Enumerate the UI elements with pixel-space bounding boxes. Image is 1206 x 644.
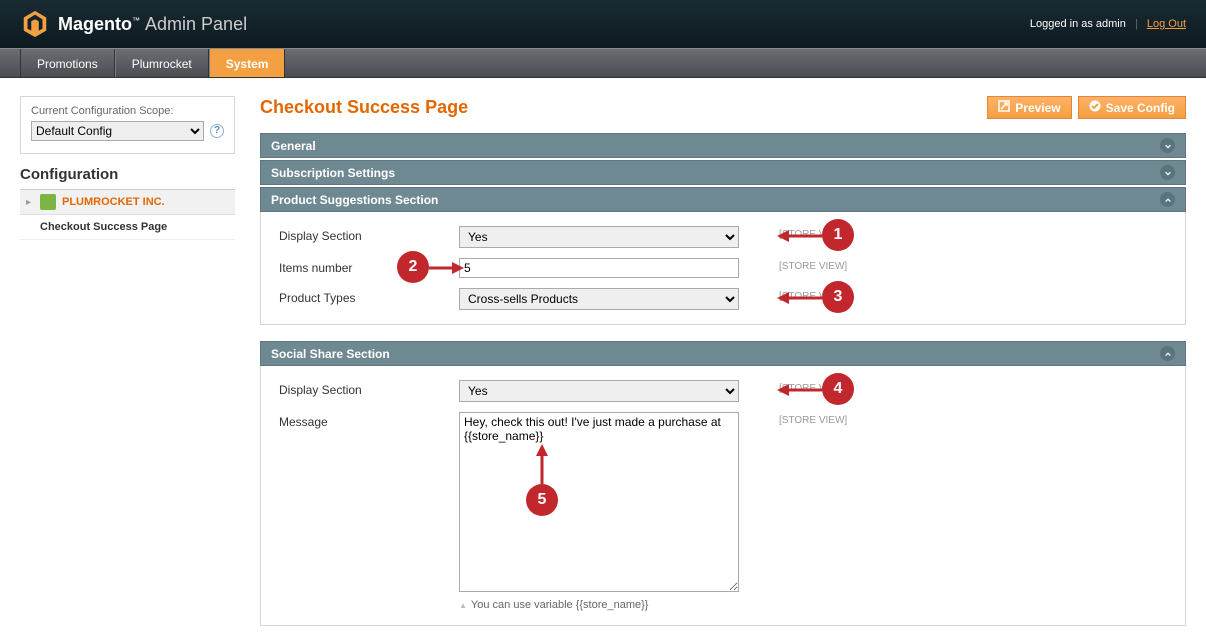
- logged-in-text: Logged in as admin: [1030, 18, 1126, 30]
- logo: Magento™ Admin Panel: [20, 9, 247, 39]
- section-product-suggestions[interactable]: Product Suggestions Section: [260, 187, 1186, 212]
- social-display-select[interactable]: Yes: [459, 380, 739, 402]
- arrow-icon: [777, 290, 822, 306]
- scope-hint: [STORE VIEW]: [779, 258, 847, 272]
- scope-hint: [STORE VIEW]: [779, 412, 847, 426]
- chevron-down-icon: [1160, 165, 1175, 180]
- group-name: PLUMROCKET INC.: [62, 196, 165, 208]
- arrow-icon: [777, 228, 822, 244]
- message-textarea[interactable]: Hey, check this out! I've just made a pu…: [459, 412, 739, 592]
- product-types-select[interactable]: Cross-sells Products: [459, 288, 739, 310]
- social-display-label: Display Section: [279, 380, 459, 397]
- display-section-select[interactable]: Yes: [459, 226, 739, 248]
- social-share-body: Display Section Yes [STORE VIEW] 4 Messa…: [260, 366, 1186, 626]
- section-general[interactable]: General: [260, 133, 1186, 158]
- main-content: Checkout Success Page Preview Save Confi…: [260, 96, 1186, 626]
- header-right: Logged in as admin | Log Out: [1030, 18, 1186, 30]
- product-types-label: Product Types: [279, 288, 459, 305]
- logout-link[interactable]: Log Out: [1147, 18, 1186, 30]
- save-config-button[interactable]: Save Config: [1078, 96, 1186, 119]
- chevron-down-icon: [1160, 138, 1175, 153]
- items-number-input[interactable]: [459, 258, 739, 278]
- sidebar: Current Configuration Scope: Default Con…: [20, 96, 235, 626]
- arrow-icon: [429, 260, 464, 276]
- chevron-up-icon: [1160, 192, 1175, 207]
- display-section-label: Display Section: [279, 226, 459, 243]
- section-subscription[interactable]: Subscription Settings: [260, 160, 1186, 185]
- scope-box: Current Configuration Scope: Default Con…: [20, 96, 235, 154]
- preview-button[interactable]: Preview: [987, 96, 1071, 119]
- nav-plumrocket[interactable]: Plumrocket: [115, 49, 209, 77]
- page-title: Checkout Success Page: [260, 97, 468, 118]
- admin-header: Magento™ Admin Panel Logged in as admin …: [0, 0, 1206, 48]
- magento-icon: [20, 9, 50, 39]
- check-icon: [1089, 100, 1101, 115]
- chevron-up-icon: [1160, 346, 1175, 361]
- scope-select[interactable]: Default Config: [31, 121, 204, 141]
- config-title: Configuration: [20, 166, 235, 190]
- callout-1: 1: [822, 219, 854, 251]
- config-link-checkout[interactable]: Checkout Success Page: [20, 215, 235, 240]
- callout-3: 3: [822, 281, 854, 313]
- help-icon[interactable]: ?: [210, 124, 224, 138]
- section-social-share[interactable]: Social Share Section: [260, 341, 1186, 366]
- nav-promotions[interactable]: Promotions: [20, 49, 115, 77]
- config-group-plumrocket[interactable]: PLUMROCKET INC.: [20, 190, 235, 215]
- plumrocket-icon: [40, 194, 56, 210]
- nav-system[interactable]: System: [209, 49, 286, 77]
- page-head: Checkout Success Page Preview Save Confi…: [260, 96, 1186, 119]
- arrow-icon: [777, 382, 822, 398]
- callout-5: 5: [526, 484, 558, 516]
- arrow-icon: [534, 444, 550, 484]
- product-suggestions-body: Display Section Yes [STORE VIEW] 1 Items…: [260, 212, 1186, 325]
- scope-label: Current Configuration Scope:: [31, 105, 224, 117]
- callout-2: 2: [397, 251, 429, 283]
- message-label: Message: [279, 412, 459, 429]
- message-note: You can use variable {{store_name}}: [459, 599, 739, 611]
- preview-icon: [998, 100, 1010, 115]
- callout-4: 4: [822, 373, 854, 405]
- main-nav: Promotions Plumrocket System: [0, 48, 1206, 78]
- logo-text: Magento™ Admin Panel: [58, 14, 247, 35]
